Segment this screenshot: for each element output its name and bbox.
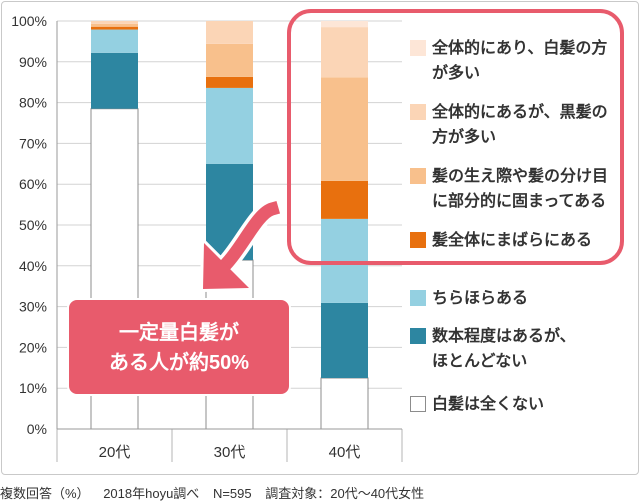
y-tick-label-0: 0% [27, 421, 47, 437]
note-survey-target: 調査対象：20代～40代女性 [265, 486, 425, 501]
x-tick-label-1: 30代 [214, 444, 246, 461]
y-tick-label-2: 20% [19, 339, 47, 355]
legend-item-no-white-hair: 白髪は全くない [410, 392, 622, 442]
bar-0-segment-2 [91, 29, 138, 53]
y-tick-label-3: 30% [19, 299, 47, 315]
y-tick-label-6: 60% [19, 176, 47, 192]
callout-line-2: ある人が約50% [109, 350, 249, 374]
bar-1-segment-3 [206, 76, 253, 88]
bar-2-segment-3 [321, 180, 368, 219]
legend-label: 全体的にあり、白髪の方 が多い [432, 40, 608, 82]
y-tick-label-7: 70% [19, 135, 47, 151]
source-note: 複数回答（%） 2018年hoyu調べ N=595 調査対象：20代～40代女性 [0, 486, 434, 502]
bar-0-segment-1 [91, 52, 138, 109]
bar-0-segment-4 [91, 23, 138, 27]
legend-swatch [410, 328, 426, 344]
legend-item-mostly-white-hair: 全体的にあり、白髪の方 が多い [410, 36, 622, 86]
legend-swatch [410, 168, 426, 184]
legend-item-few-strands: 数本程度はあるが、 ほとんどない [410, 324, 622, 374]
y-tick-label-4: 40% [19, 258, 47, 274]
y-tick-label-5: 50% [19, 217, 47, 233]
bar-2-segment-6 [321, 21, 368, 28]
highlight-box [287, 9, 624, 265]
bar-0-segment-3 [91, 26, 138, 30]
note-multiple-answers: 複数回答（%） [0, 486, 90, 501]
legend-swatch [410, 232, 426, 248]
axes [56, 21, 403, 462]
bar-2-segment-4 [321, 77, 368, 181]
x-tick-labels: 20代 30代 40代 [99, 444, 361, 461]
legend-label: ちらほらある [432, 290, 529, 307]
legend-item-scattered-overall: 髪全体にまばらにある [410, 228, 622, 278]
bar-2-segment-2 [321, 218, 368, 303]
legend-label: 全体的にあるが、黒髪の 方が多い [432, 104, 608, 146]
bar-2-segment-0 [320, 377, 369, 430]
y-tick-label-1: 10% [19, 380, 47, 396]
y-tick-labels: 0% 10% 20% 30% 40% 50% 60% 70% 80% 90% 100% [11, 13, 47, 437]
legend-label: 白髪は全くない [432, 396, 545, 413]
note-survey-source: 2018年hoyu調べ [103, 486, 200, 501]
bar-1-segment-5 [206, 21, 253, 44]
y-tick-label-10: 100% [11, 13, 47, 29]
callout-arrow [200, 196, 285, 292]
legend-swatch [410, 396, 426, 412]
legend-label: 数本程度はあるが、 ほとんどない [432, 328, 576, 370]
legend-swatch [410, 40, 426, 56]
legend-item-partial-clusters: 髪の生え際や髪の分け目 に部分的に固まってある [410, 164, 622, 214]
callout-box [67, 298, 291, 396]
chart-frame [1, 1, 639, 475]
legend: 全体的にあり、白髪の方 が多い 全体的にあるが、黒髪の 方が多い 髪の生え際や髪… [410, 0, 625, 430]
x-tick-label-2: 40代 [329, 444, 361, 461]
x-tick-label-0: 20代 [99, 444, 131, 461]
legend-label: 髪の生え際や髪の分け目 に部分的に固まってある [432, 168, 609, 210]
callout-line-1: 一定量白髪が [119, 320, 239, 344]
legend-label: 髪全体にまばらにある [432, 232, 593, 249]
bar-2-segment-1 [321, 302, 368, 378]
bar-1-segment-2 [206, 87, 253, 164]
note-sample-size: N=595 [212, 486, 252, 501]
legend-item-here-and-there: ちらほらある [410, 286, 622, 336]
legend-swatch [410, 290, 426, 306]
legend-swatch [410, 104, 426, 120]
bar-2-segment-5 [321, 27, 368, 78]
legend-item-mostly-black-hair: 全体的にあるが、黒髪の 方が多い [410, 100, 622, 150]
y-tick-label-9: 90% [19, 54, 47, 70]
y-tick-label-8: 80% [19, 95, 47, 111]
bar-0-segment-5 [91, 21, 138, 24]
bar-1-segment-4 [206, 43, 253, 77]
